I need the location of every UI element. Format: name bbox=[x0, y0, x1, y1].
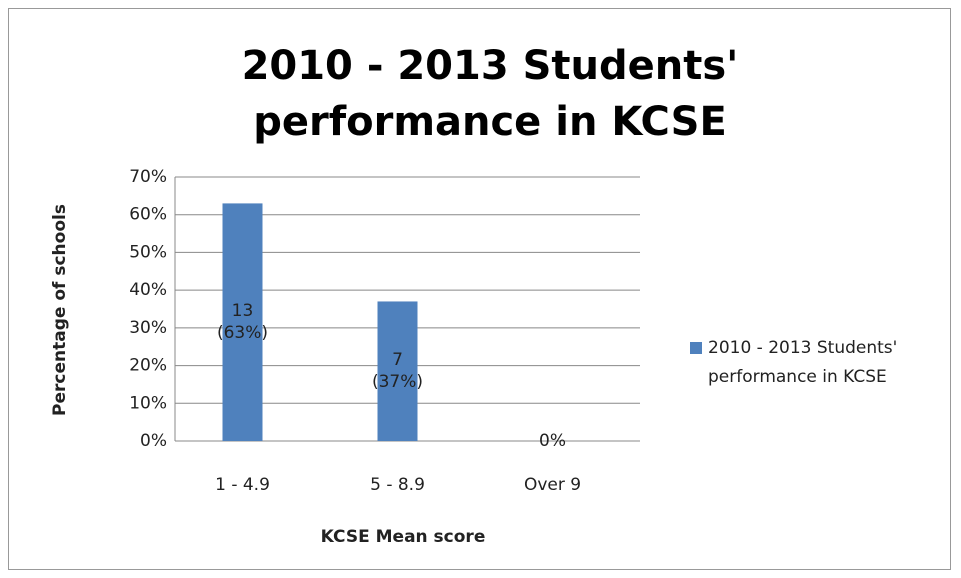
y-tick-label: 10% bbox=[129, 393, 167, 413]
y-tick-label: 0% bbox=[140, 431, 167, 451]
x-axis-label: KCSE Mean score bbox=[321, 527, 486, 547]
data-label: 0% bbox=[539, 431, 566, 451]
bar bbox=[377, 301, 418, 441]
legend-label: 2010 - 2013 Students' performance in KCS… bbox=[708, 338, 898, 387]
legend-swatch bbox=[690, 342, 702, 354]
x-tick-label: Over 9 bbox=[524, 475, 581, 495]
y-tick-label: 40% bbox=[129, 280, 167, 300]
y-tick-label: 60% bbox=[129, 205, 167, 225]
data-label: 13 (63%) bbox=[217, 301, 268, 343]
chart-title: 2010 - 2013 Students' performance in KCS… bbox=[241, 43, 739, 145]
y-axis-label: Percentage of schools bbox=[50, 204, 70, 416]
y-tick-label: 30% bbox=[129, 318, 167, 338]
chart-frame bbox=[8, 8, 951, 570]
data-label: 7 (37%) bbox=[372, 350, 423, 392]
x-tick-label: 1 - 4.9 bbox=[215, 475, 270, 495]
y-tick-label: 50% bbox=[129, 242, 167, 262]
x-tick-label: 5 - 8.9 bbox=[370, 475, 425, 495]
bar bbox=[222, 203, 263, 441]
y-tick-label: 70% bbox=[129, 167, 167, 187]
y-tick-label: 20% bbox=[129, 356, 167, 376]
